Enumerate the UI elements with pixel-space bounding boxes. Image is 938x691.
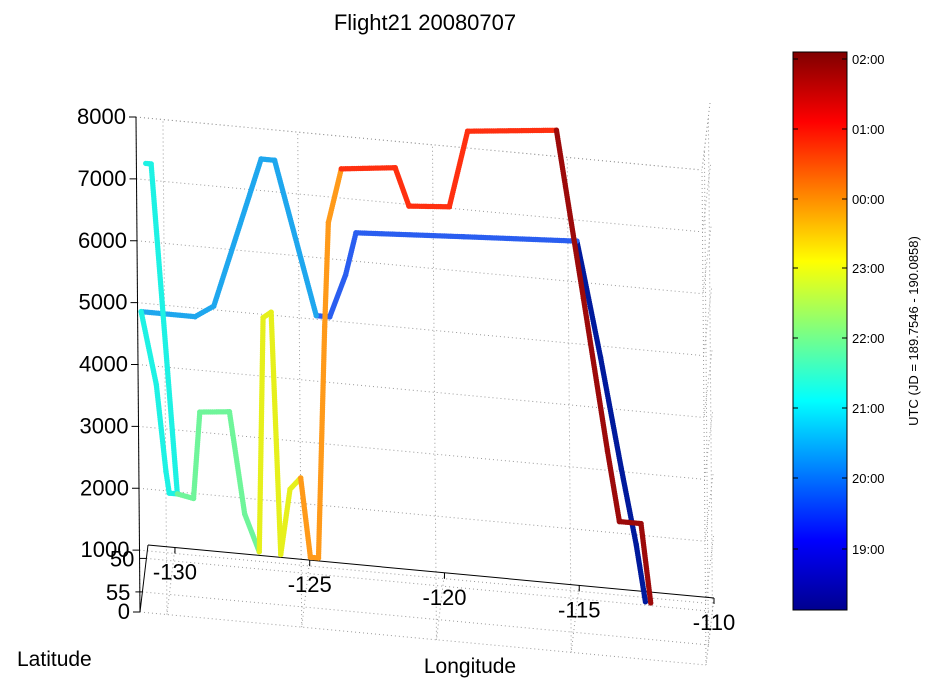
track-point-final-descent xyxy=(648,600,654,606)
grid-line-z-side xyxy=(701,102,711,171)
grid-line-x-back xyxy=(701,169,707,666)
flight-track xyxy=(138,127,654,606)
colorbar-tick-label: 02:00 xyxy=(852,52,885,67)
grid-line-x-floor xyxy=(301,560,311,628)
x-tick-label: -115 xyxy=(558,597,600,622)
z-tick-label: 3000 xyxy=(80,413,129,438)
x-axis-line xyxy=(147,544,715,599)
grid-line-x-floor xyxy=(570,585,580,653)
grid-line-x-back xyxy=(297,132,303,628)
grid-line-z-side xyxy=(704,474,714,542)
grid-line-z-side xyxy=(702,164,711,232)
track-point-vertical-profile-1 xyxy=(143,160,149,167)
colorbar-tick-label: 22:00 xyxy=(852,331,885,346)
z-tick-label: 1000 xyxy=(81,537,130,562)
y-axis-label: Latitude xyxy=(17,648,92,671)
y-axis-line xyxy=(139,544,149,613)
z-tick-label: 8000 xyxy=(77,104,126,129)
y-tick-label: 55 xyxy=(106,580,130,605)
z-tick-label: 7000 xyxy=(78,166,127,191)
z-tick-label: 0 xyxy=(118,599,130,624)
grid-line-z-side xyxy=(703,350,713,418)
tick-labels: -130 -125 -120 -115 -110 50 550 1000 2000 3000 400… xyxy=(77,104,735,635)
grid-line-z-side xyxy=(703,288,712,356)
grid-line-z-side xyxy=(704,412,713,480)
grid-line-z-back xyxy=(139,549,706,604)
x-tick-label: -120 xyxy=(422,585,466,610)
colorbar-label: UTC (JD = 189.7546 - 190.0858) xyxy=(906,236,921,426)
box-edge-top-side xyxy=(701,102,711,171)
grid-line-x-floor xyxy=(166,547,176,615)
y-tick-label: 50 xyxy=(110,546,134,571)
grid-line-x-floor xyxy=(435,572,445,640)
grid-line-x-back xyxy=(431,144,437,640)
z-tick-label: 4000 xyxy=(79,352,128,377)
grid-line-x-back xyxy=(162,119,168,615)
grid-line-x-floor xyxy=(705,597,715,666)
colorbar-tick-label: 00:00 xyxy=(852,192,885,207)
grid-line-z-back xyxy=(137,302,704,357)
z-tick-label: 6000 xyxy=(78,228,127,253)
z-tick-label: 5000 xyxy=(79,290,128,315)
x-tick-label: -130 xyxy=(153,560,197,585)
grid-line-z-back xyxy=(136,240,704,295)
colorbar-tick-label: 20:00 xyxy=(852,471,885,486)
grid-line-y-floor xyxy=(146,557,713,612)
axis-frame xyxy=(129,116,715,613)
colorbar-tick-label: 01:00 xyxy=(852,122,885,137)
grid-line-z-side xyxy=(705,536,714,604)
colorbar-ticks: 02:00 01:00 00:00 23:00 22:00 21:00 20:00 19:00 xyxy=(793,52,885,557)
colorbar-gradient xyxy=(792,51,848,611)
z-tick-label: 2000 xyxy=(80,475,129,500)
grid-line-y-side xyxy=(707,116,713,612)
grid-line-z-back xyxy=(138,487,706,542)
x-axis-label: Longitude xyxy=(424,655,516,678)
x-tick-label: -125 xyxy=(288,572,332,597)
x-tick-label: -110 xyxy=(693,610,735,635)
chart-title: Flight21 20080707 xyxy=(334,10,516,35)
colorbar-tick-label: 19:00 xyxy=(852,542,885,557)
colorbar-tick-label: 23:00 xyxy=(852,261,885,276)
grid-line-z-back xyxy=(138,425,705,480)
grid-line-z-back xyxy=(137,364,705,418)
grid-line-z-side xyxy=(702,226,712,294)
grid-line-y-floor xyxy=(142,591,709,646)
colorbar-tick-label: 21:00 xyxy=(852,401,885,416)
grid-lines xyxy=(135,102,715,666)
box-edge-top-back xyxy=(135,116,703,171)
grid-line-y-side xyxy=(703,149,709,645)
colorbar: 02:00 01:00 00:00 23:00 22:00 21:00 20:00 19:00… xyxy=(792,51,921,611)
grid-line-z-back xyxy=(139,611,707,666)
